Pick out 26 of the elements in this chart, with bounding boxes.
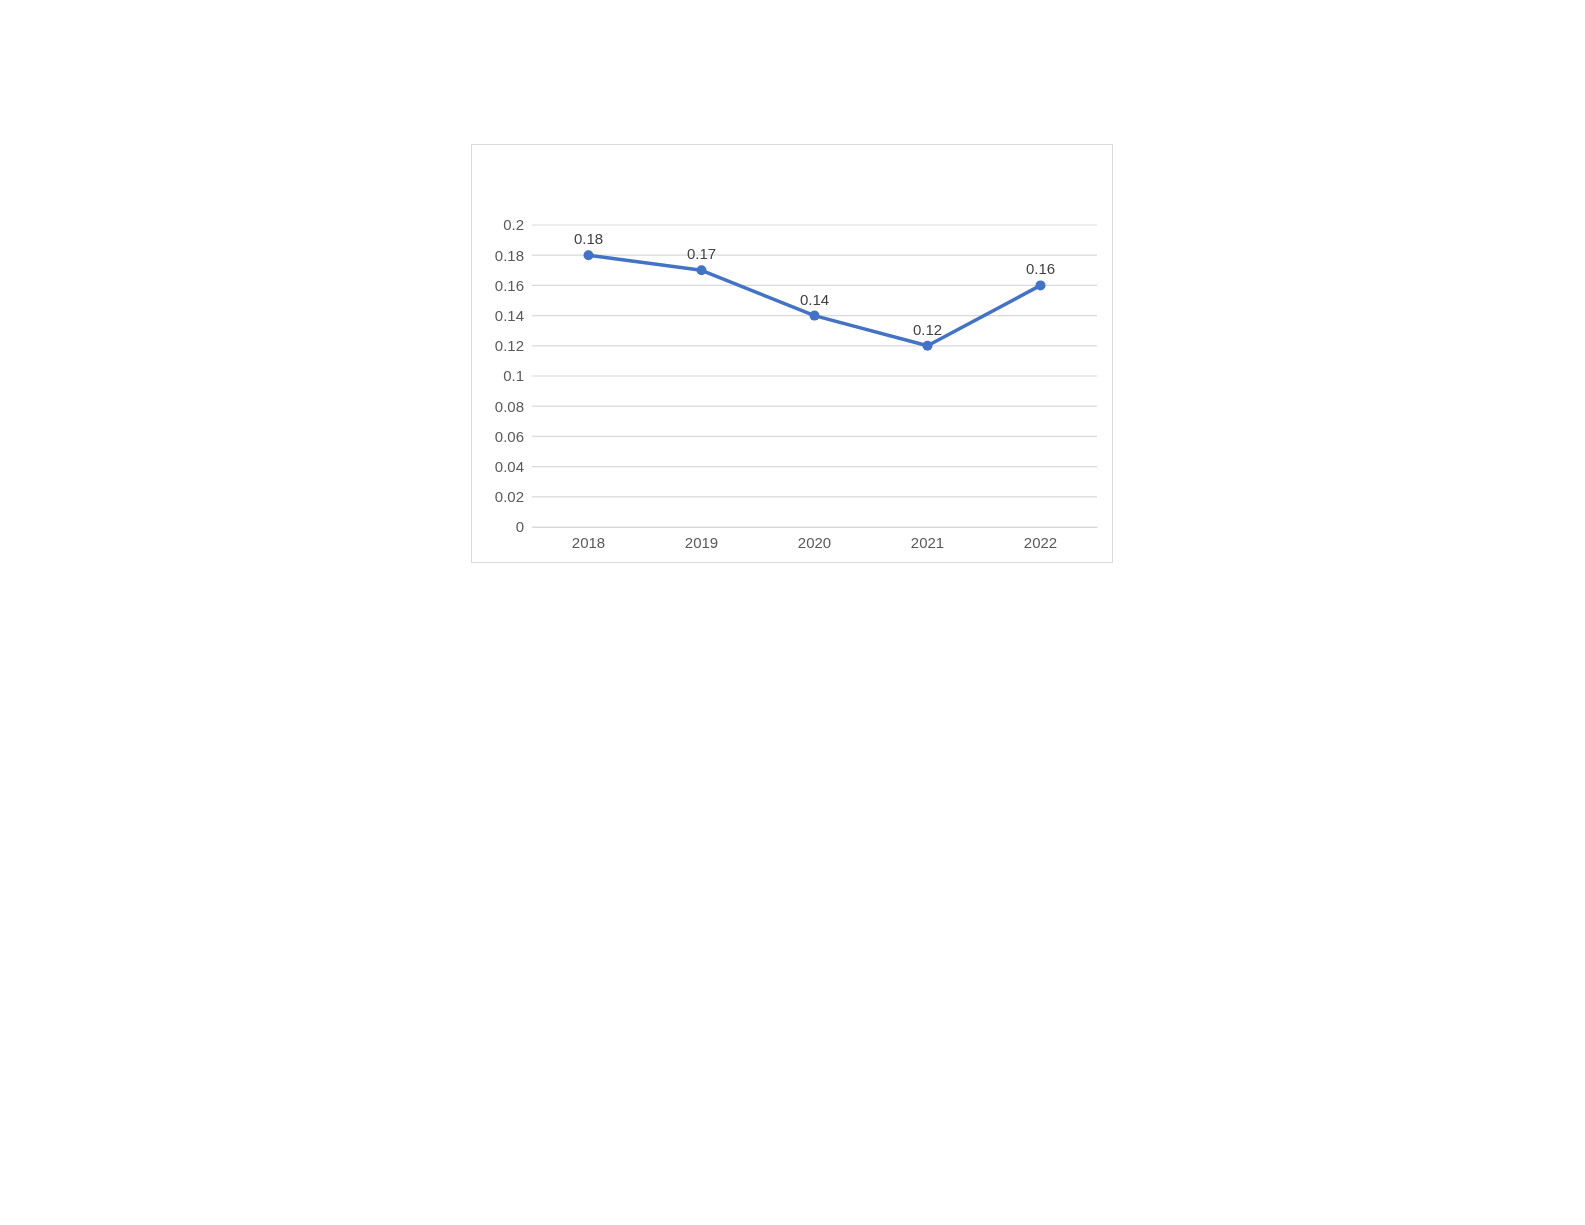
y-tick-label: 0.2 [503, 216, 524, 234]
x-tick-label: 2022 [1023, 533, 1058, 551]
y-tick-label: 0.1 [503, 367, 524, 385]
data-label: 0.12 [912, 320, 943, 338]
y-tick-label: 0.06 [494, 427, 524, 445]
y-tick-label: 0.16 [494, 276, 524, 294]
data-label: 0.16 [1025, 260, 1056, 278]
data-label: 0.17 [686, 245, 717, 263]
x-tick-label: 2020 [797, 533, 832, 551]
x-tick-label: 2021 [910, 533, 945, 551]
data-label: 0.18 [573, 230, 604, 248]
y-tick-label: 0.14 [494, 306, 524, 324]
x-tick-label: 2019 [684, 533, 719, 551]
point [696, 265, 707, 276]
point [583, 250, 594, 261]
y-tick-label: 0.04 [494, 457, 524, 475]
y-tick-label: 0.08 [494, 397, 524, 415]
y-tick-label: 0.18 [494, 246, 524, 264]
x-tick-label: 2018 [571, 533, 606, 551]
y-tick-label: 0 [515, 518, 524, 536]
y-tick-label: 0.12 [494, 337, 524, 355]
data-label: 0.14 [799, 290, 830, 308]
y-tick-label: 0.02 [494, 488, 524, 506]
point [809, 310, 820, 321]
point [1035, 280, 1046, 291]
point [922, 340, 933, 351]
